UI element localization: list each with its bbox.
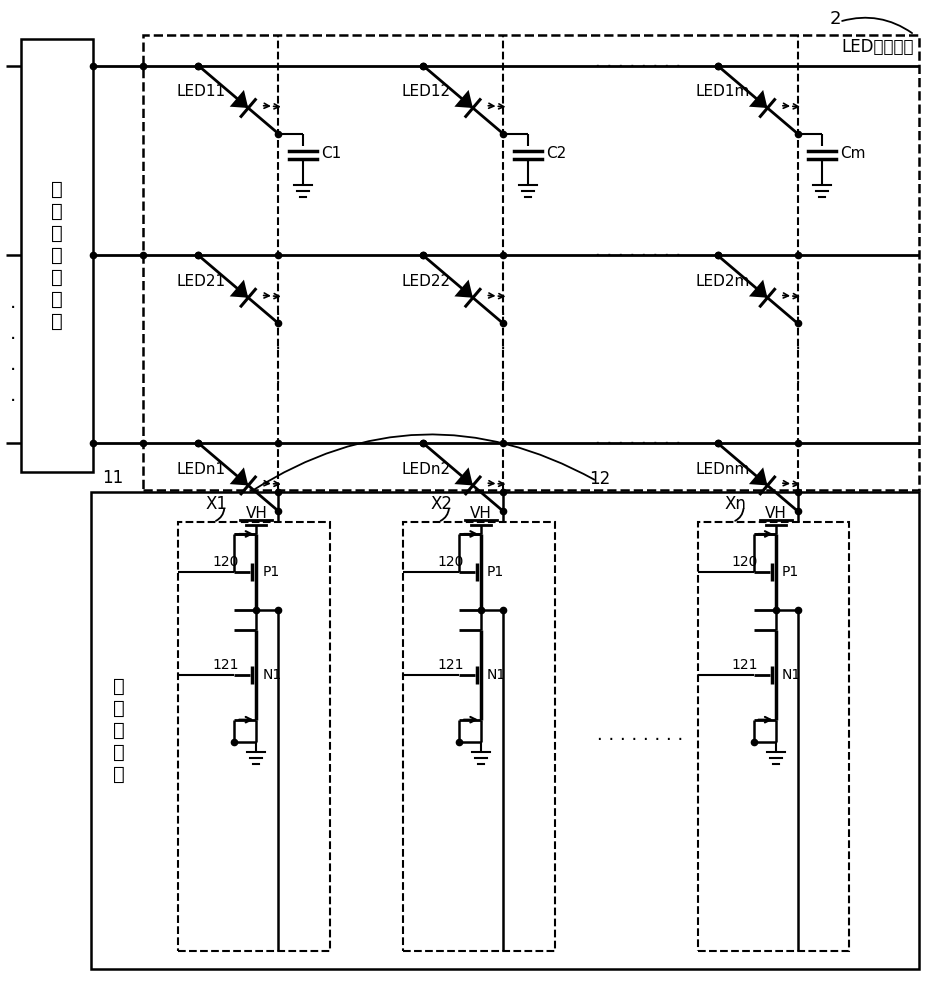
Text: . . . . . . . .: . . . . . . . . xyxy=(596,726,683,744)
Text: C2: C2 xyxy=(546,146,566,161)
Text: N1: N1 xyxy=(487,668,506,682)
Text: 120: 120 xyxy=(731,555,758,569)
Polygon shape xyxy=(749,280,767,298)
Text: . . . . . . . .: . . . . . . . . xyxy=(594,242,681,260)
Text: P1: P1 xyxy=(487,565,504,579)
Text: C1: C1 xyxy=(321,146,342,161)
Text: LED21: LED21 xyxy=(177,274,225,289)
Text: LEDnm: LEDnm xyxy=(696,462,750,477)
Text: ·
·
·: · · · xyxy=(794,306,801,393)
Text: LED2m: LED2m xyxy=(696,274,750,289)
Text: . . . . . . . .: . . . . . . . . xyxy=(594,430,681,448)
Text: LED11: LED11 xyxy=(177,84,225,99)
Text: Xn: Xn xyxy=(725,495,747,513)
Text: 列
控
制
电
路: 列 控 制 电 路 xyxy=(113,677,124,784)
Text: 120: 120 xyxy=(437,555,464,569)
Text: LED显示阵列: LED显示阵列 xyxy=(842,38,915,56)
Text: LED1m: LED1m xyxy=(696,84,750,99)
Text: 2: 2 xyxy=(830,10,841,28)
Text: N1: N1 xyxy=(262,668,282,682)
Polygon shape xyxy=(454,467,473,485)
Bar xyxy=(21,39,93,472)
Text: LEDn1: LEDn1 xyxy=(177,462,225,477)
Polygon shape xyxy=(230,90,248,108)
Text: 12: 12 xyxy=(589,470,610,488)
Text: LEDn2: LEDn2 xyxy=(401,462,450,477)
Bar xyxy=(144,35,919,490)
Text: LED12: LED12 xyxy=(401,84,450,99)
Text: X2: X2 xyxy=(430,495,452,513)
Bar xyxy=(178,522,331,951)
Bar xyxy=(403,522,555,951)
Text: Cm: Cm xyxy=(840,146,866,161)
Text: ·
·
·
·: · · · · xyxy=(9,299,16,411)
Text: 121: 121 xyxy=(212,658,239,672)
Text: 121: 121 xyxy=(731,658,758,672)
Polygon shape xyxy=(749,467,767,485)
Text: 121: 121 xyxy=(437,658,464,672)
Bar xyxy=(698,522,850,951)
Text: ·
·
·: · · · xyxy=(275,306,282,393)
Text: ·
·
·: · · · xyxy=(500,306,506,393)
Text: VH: VH xyxy=(764,506,787,521)
Text: VH: VH xyxy=(470,506,492,521)
Text: 120: 120 xyxy=(212,555,239,569)
Polygon shape xyxy=(454,90,473,108)
Polygon shape xyxy=(230,467,248,485)
Text: 行
扫
描
控
制
电
路: 行 扫 描 控 制 电 路 xyxy=(51,180,63,331)
Polygon shape xyxy=(749,90,767,108)
Text: N1: N1 xyxy=(781,668,801,682)
Polygon shape xyxy=(454,280,473,298)
Text: LED22: LED22 xyxy=(401,274,450,289)
Text: X1: X1 xyxy=(206,495,227,513)
Text: P1: P1 xyxy=(781,565,799,579)
Polygon shape xyxy=(230,280,248,298)
Text: P1: P1 xyxy=(262,565,280,579)
Bar xyxy=(90,492,919,969)
Text: . . . . . . . .: . . . . . . . . xyxy=(594,53,681,71)
Text: 11: 11 xyxy=(102,469,123,487)
Text: VH: VH xyxy=(245,506,268,521)
